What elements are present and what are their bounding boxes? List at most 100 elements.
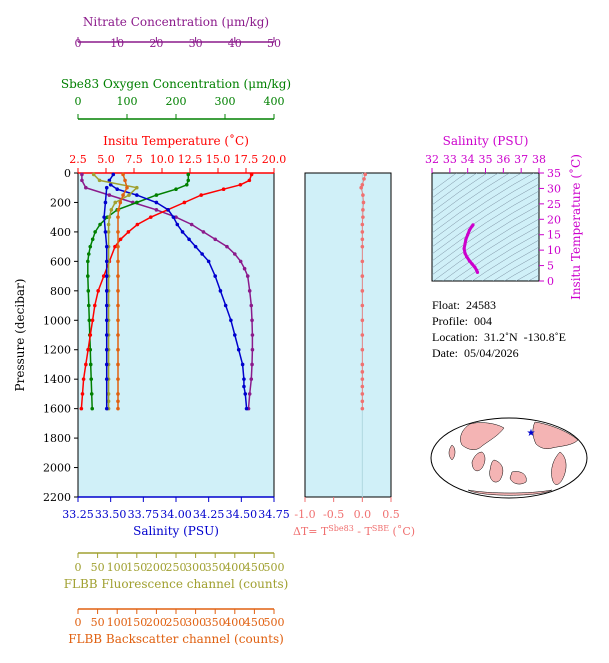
delta-data-point	[360, 230, 365, 234]
ts-data-point	[463, 251, 467, 255]
nitrate-data-point	[242, 266, 247, 271]
temperature-data-point	[149, 215, 153, 219]
oxygen-data-point	[86, 303, 91, 308]
profile-plot: 0200400600800100012001400160018002000220…	[13, 15, 291, 646]
oxygen-data-point	[86, 289, 91, 293]
nitrate-data-point	[174, 215, 178, 219]
isopleth-line	[515, 267, 539, 281]
salinity-data-point	[223, 303, 228, 308]
nitrate-tick-label: 20	[149, 37, 163, 50]
ts-salinity-tick-label: 33	[443, 153, 457, 166]
backscatter-data-point	[116, 333, 120, 337]
delta-data-point	[362, 177, 366, 181]
isopleth-line	[482, 246, 539, 281]
salinity-data-point	[104, 185, 109, 190]
temperature-data-point	[182, 200, 187, 205]
temperature-data-point	[113, 244, 117, 249]
backscatter-data-point	[118, 200, 123, 205]
oxygen-profile-line	[87, 174, 190, 409]
delta-data-point	[360, 333, 365, 337]
fluorescence-data-point	[106, 399, 111, 404]
salinity-data-point	[104, 318, 109, 323]
delta-data-point	[360, 182, 365, 187]
salinity-data-point	[103, 230, 108, 234]
delta-tick-label: 0.0	[354, 508, 372, 521]
oxygen-data-point	[90, 406, 95, 411]
ts-temperature-tick-label: 15	[547, 229, 561, 242]
nitrate-profile-line	[81, 174, 254, 409]
temperature-data-point	[96, 289, 100, 293]
isopleth-line	[461, 232, 539, 281]
oxygen-data-point	[88, 244, 93, 249]
ts-salinity-tick-label: 35	[479, 153, 493, 166]
delta-data-point	[360, 274, 365, 278]
ts-data-point	[467, 259, 472, 263]
pressure-tick-label: 1600	[43, 403, 71, 416]
fluorescence-data-point	[91, 172, 96, 177]
delta-data-point	[363, 172, 368, 177]
backscatter-tick-label: 50	[91, 616, 105, 629]
temperature-data-point	[118, 237, 123, 242]
backscatter-data-point	[125, 185, 129, 190]
pressure-tick-label: 0	[64, 167, 71, 180]
pressure-tick-label: 1200	[43, 344, 71, 357]
delta-data-point	[360, 347, 365, 352]
delta-data-point	[361, 200, 366, 205]
fluorescence-tick-label: 0	[75, 561, 82, 574]
isopleth-line	[432, 173, 488, 213]
salinity-data-point	[104, 303, 109, 308]
fluorescence-tick-label: 300	[185, 561, 206, 574]
ts-temperature-tick-label: 20	[547, 213, 561, 226]
backscatter-data-point	[116, 392, 120, 396]
nitrate-data-point	[245, 274, 250, 278]
fluorescence-axis-label: FLBB Fluorescence channel (counts)	[64, 577, 289, 591]
salinity-data-point	[104, 333, 109, 337]
fluorescence-data-point	[107, 215, 112, 219]
fluorescence-data-point	[135, 185, 139, 190]
delta-data-point	[360, 222, 365, 227]
backscatter-data-point	[121, 193, 125, 197]
temperature-axis-label: Insitu Temperature (˚C)	[103, 133, 249, 148]
delta-data-point	[361, 208, 365, 212]
fluorescence-data-point	[106, 230, 111, 234]
temperature-tick-label: 2.5	[69, 153, 87, 166]
salinity-data-point	[104, 259, 109, 264]
oxygen-tick-label: 0	[75, 95, 82, 108]
isopleth-line	[432, 173, 477, 206]
isopleth-line	[432, 183, 539, 255]
isopleth-line	[432, 204, 539, 276]
delta-data-point	[360, 399, 365, 404]
salinity-tick-label: 34.00	[160, 508, 192, 521]
backscatter-tick-label: 100	[107, 616, 128, 629]
nitrate-data-point	[80, 172, 84, 177]
delta-data-point	[360, 406, 365, 411]
backscatter-tick-label: 450	[244, 616, 265, 629]
backscatter-data-point	[116, 399, 120, 404]
profile-plot-area	[77, 172, 275, 498]
backscatter-data-point	[116, 208, 121, 212]
nitrate-tick-label: 50	[267, 37, 281, 50]
oxygen-tick-label: 400	[264, 95, 285, 108]
salinity-tick-label: 33.50	[95, 508, 127, 521]
oxygen-data-point	[88, 362, 93, 367]
backscatter-data-point	[116, 230, 120, 234]
fluorescence-tick-label: 200	[146, 561, 167, 574]
backscatter-data-point	[116, 215, 120, 219]
backscatter-tick-label: 400	[224, 616, 245, 629]
float-id: Float: 24583	[432, 298, 497, 312]
ts-data-point	[470, 224, 474, 228]
nitrate-data-point	[225, 244, 229, 249]
ts-salinity-tick-label: 37	[514, 153, 528, 166]
salinity-data-point	[200, 252, 204, 256]
delta-tick-label: -1.0	[294, 508, 315, 521]
backscatter-data-point	[116, 318, 120, 323]
temperature-data-point	[81, 377, 86, 381]
isopleth-line	[432, 173, 467, 199]
backscatter-tick-label: 0	[75, 616, 82, 629]
temperature-data-point	[84, 362, 88, 367]
oxygen-data-point	[89, 392, 94, 396]
ts-data-point	[473, 265, 477, 269]
nitrate-data-point	[213, 237, 217, 242]
salinity-data-point	[104, 377, 109, 381]
salinity-data-point	[102, 215, 106, 219]
